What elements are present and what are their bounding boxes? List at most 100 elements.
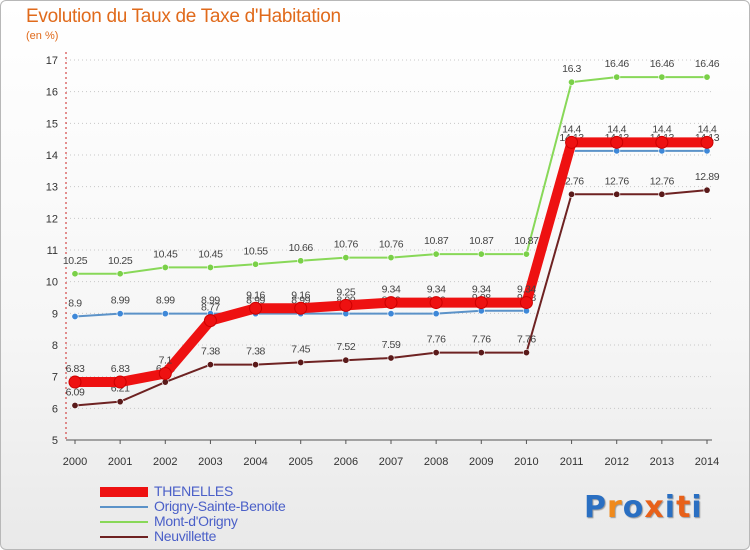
data-point-mont-d-origny: [522, 250, 530, 258]
data-label-thenelles: 9.34: [517, 284, 536, 296]
y-tick-label: 7: [52, 372, 58, 384]
data-label-origny-sainte-benoite: 8.99: [156, 295, 175, 307]
data-point-neuvillette: [658, 190, 666, 198]
data-point-thenelles: [249, 301, 263, 315]
data-label-thenelles: 7.1: [159, 355, 173, 367]
y-tick-label: 16: [46, 87, 58, 99]
data-label-origny-sainte-benoite: 8.99: [201, 295, 220, 307]
data-label-mont-d-origny: 10.87: [514, 235, 539, 247]
data-point-neuvillette: [206, 361, 214, 369]
data-label-thenelles: 14.4: [652, 123, 671, 135]
y-tick-label: 17: [46, 55, 58, 67]
x-tick-label: 2006: [334, 456, 358, 468]
x-tick-label: 2010: [514, 456, 538, 468]
legend-label-thenelles: THENELLES: [154, 483, 233, 499]
logo-letter: P: [584, 490, 607, 525]
data-point-thenelles: [655, 135, 669, 149]
data-label-origny-sainte-benoite: 8.9: [68, 298, 82, 310]
y-tick-label: 11: [47, 245, 58, 257]
legend-label-origny-sainte-benoite: Origny-Sainte-Benoite: [154, 498, 286, 514]
data-point-mont-d-origny: [658, 73, 666, 81]
legend-swatch-neuvillette: [100, 536, 148, 538]
data-label-neuvillette: 12.89: [695, 171, 720, 183]
data-point-thenelles: [294, 301, 308, 315]
data-point-thenelles: [565, 135, 579, 149]
proxiti-logo: Proxiti: [584, 490, 703, 525]
logo-letter: r: [607, 490, 623, 525]
data-point-thenelles: [113, 375, 127, 389]
y-tick-label: 12: [46, 213, 58, 225]
data-point-neuvillette: [477, 349, 485, 357]
data-point-mont-d-origny: [342, 254, 350, 262]
data-label-mont-d-origny: 10.25: [108, 255, 133, 267]
data-label-thenelles: 9.25: [336, 286, 355, 298]
data-point-mont-d-origny: [387, 254, 395, 262]
logo-letter: i: [691, 490, 703, 525]
legend-swatch-thenelles: [100, 487, 148, 497]
data-label-mont-d-origny: 10.76: [334, 239, 359, 251]
legend-swatch-mont-d-origny: [100, 521, 148, 523]
logo-letter: x: [644, 490, 665, 525]
data-label-neuvillette: 6.09: [66, 386, 85, 398]
data-point-mont-d-origny: [613, 73, 621, 81]
data-label-mont-d-origny: 10.76: [379, 239, 404, 251]
data-label-mont-d-origny: 10.66: [289, 242, 314, 254]
data-label-mont-d-origny: 10.55: [243, 245, 268, 257]
chart-title: Evolution du Taux de Taxe d'Habitation: [26, 6, 341, 27]
data-point-origny-sainte-benoite: [116, 310, 124, 318]
data-point-origny-sainte-benoite: [71, 312, 79, 320]
data-label-mont-d-origny: 10.25: [63, 255, 88, 267]
legend-label-mont-d-origny: Mont-d'Origny: [154, 513, 238, 529]
data-point-origny-sainte-benoite: [161, 310, 169, 318]
data-point-mont-d-origny: [252, 260, 260, 268]
x-tick-label: 2011: [560, 456, 584, 468]
data-point-neuvillette: [568, 190, 576, 198]
x-tick-label: 2003: [198, 456, 222, 468]
y-tick-label: 14: [46, 150, 58, 162]
data-label-thenelles: 9.34: [382, 284, 401, 296]
data-label-thenelles: 14.4: [607, 123, 626, 135]
data-label-mont-d-origny: 16.46: [650, 58, 675, 70]
data-point-neuvillette: [703, 186, 711, 194]
data-point-thenelles: [158, 367, 172, 380]
data-point-thenelles: [519, 296, 533, 310]
x-tick-label: 2002: [153, 456, 177, 468]
data-point-mont-d-origny: [116, 270, 124, 278]
data-point-neuvillette: [116, 398, 124, 406]
x-tick-label: 2000: [63, 456, 87, 468]
data-label-thenelles: 9.34: [427, 284, 446, 296]
data-point-neuvillette: [387, 354, 395, 362]
data-point-mont-d-origny: [477, 250, 485, 258]
data-point-neuvillette: [342, 356, 350, 364]
data-label-mont-d-origny: 16.46: [695, 58, 720, 70]
data-label-neuvillette: 7.38: [201, 346, 220, 358]
y-tick-label: 6: [52, 403, 58, 415]
y-tick-label: 8: [52, 340, 58, 352]
logo-letter: o: [622, 490, 645, 525]
data-label-neuvillette: 7.45: [291, 343, 310, 355]
data-label-neuvillette: 12.76: [605, 175, 630, 187]
data-point-thenelles: [339, 298, 353, 312]
data-point-neuvillette: [297, 358, 305, 366]
data-label-mont-d-origny: 10.87: [469, 235, 494, 247]
legend-swatch-origny-sainte-benoite: [100, 506, 148, 508]
data-label-thenelles: 9.34: [472, 284, 491, 296]
data-point-neuvillette: [613, 190, 621, 198]
legend-label-neuvillette: Neuvillette: [154, 528, 217, 544]
data-point-mont-d-origny: [568, 78, 576, 86]
data-point-mont-d-origny: [432, 250, 440, 258]
data-label-thenelles: 8.77: [201, 302, 220, 314]
data-label-origny-sainte-benoite: 8.99: [111, 295, 130, 307]
data-label-neuvillette: 7.76: [517, 334, 536, 346]
x-tick-label: 2013: [650, 456, 674, 468]
data-label-neuvillette: 7.59: [382, 339, 401, 351]
data-label-thenelles: 6.83: [111, 363, 130, 375]
data-label-neuvillette: 7.76: [427, 334, 446, 346]
x-tick-label: 2014: [695, 456, 719, 468]
data-label-neuvillette: 7.76: [472, 334, 491, 346]
data-point-thenelles: [384, 296, 398, 310]
data-point-neuvillette: [432, 349, 440, 357]
data-point-thenelles: [429, 296, 443, 310]
data-point-thenelles: [203, 314, 217, 328]
x-tick-label: 2007: [379, 456, 403, 468]
